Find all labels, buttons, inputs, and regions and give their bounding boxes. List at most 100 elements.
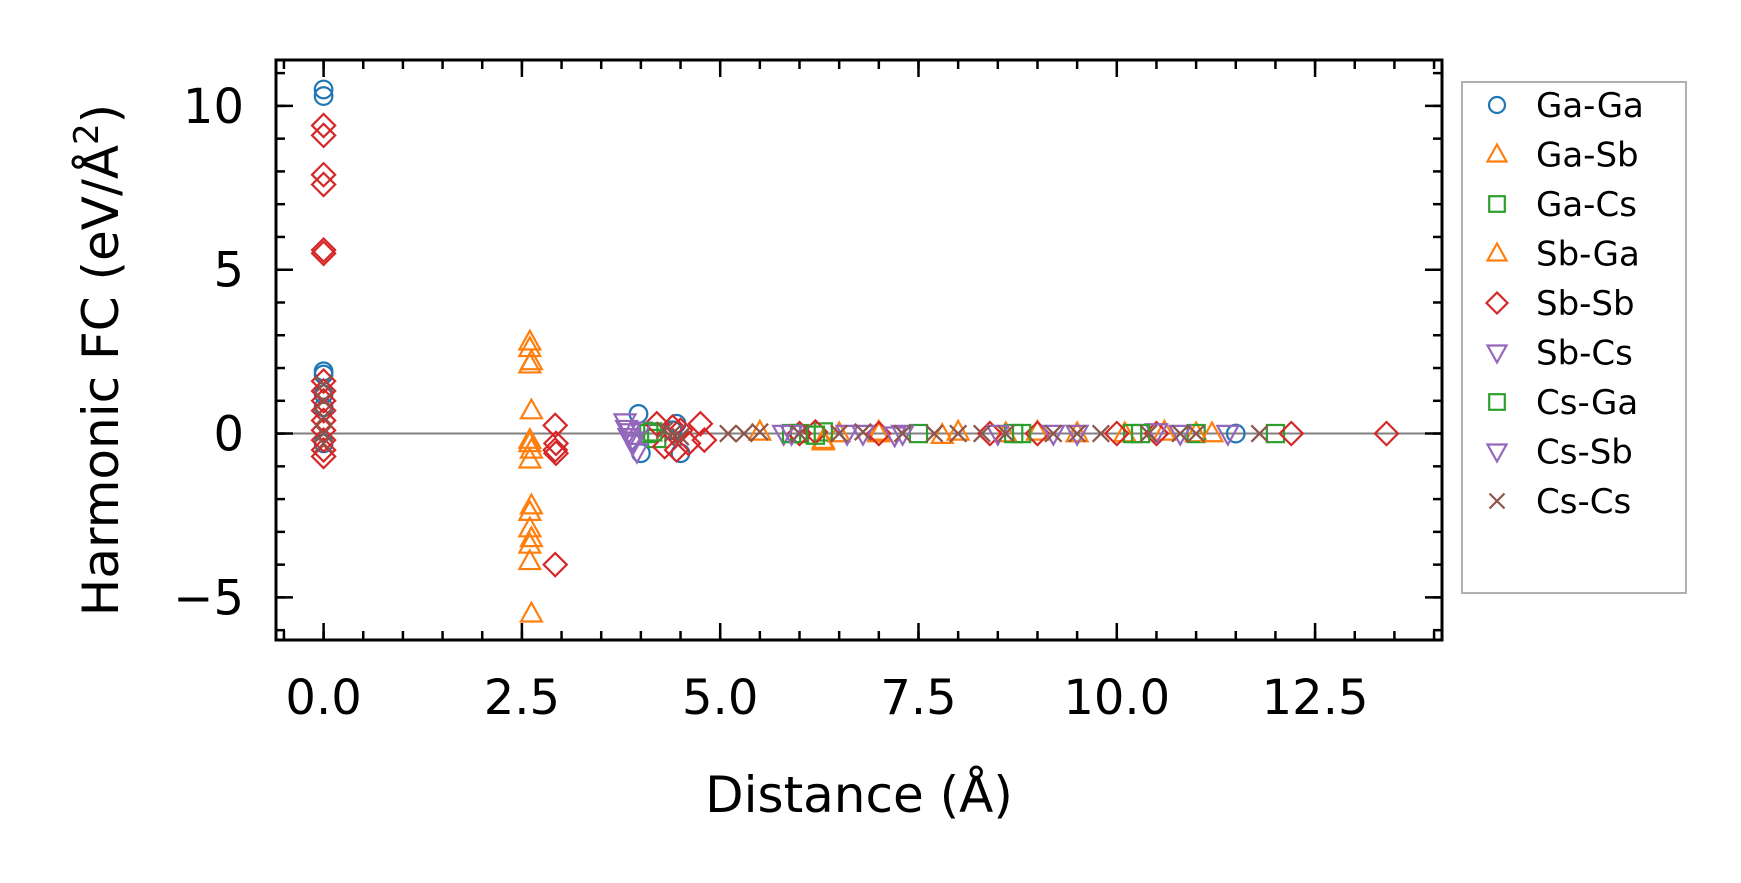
data-point [1373, 420, 1400, 447]
series-ga-sb [517, 328, 1209, 623]
data-point [719, 424, 738, 443]
data-point [890, 424, 915, 447]
legend-marker [1487, 95, 1507, 115]
x-tick-label: 5.0 [682, 670, 758, 726]
legend-label: Sb-Ga [1536, 235, 1640, 275]
y-axis-label-superscript: 2 [67, 123, 107, 145]
data-point [671, 427, 690, 446]
data-point [517, 328, 543, 351]
legend-item-sb-sb: Sb-Sb [1484, 284, 1635, 324]
legend-label: Cs-Ga [1536, 383, 1638, 423]
y-tick-label: 5 [213, 243, 244, 299]
major-ticks [276, 60, 1442, 640]
data-point [1011, 423, 1032, 444]
data-point [1199, 420, 1225, 443]
y-tick-labels: −5 0 5 10 [173, 79, 244, 627]
data-point [1278, 420, 1305, 447]
data-point [853, 422, 872, 441]
data-point [790, 424, 809, 443]
legend-marker [1485, 142, 1509, 163]
data-point [1068, 424, 1087, 443]
data-point [1044, 424, 1063, 443]
y-axis-label-base: Harmonic FC (eV/Å [72, 145, 130, 616]
data-point [945, 418, 971, 441]
data-point [517, 446, 543, 469]
legend-marker [1488, 195, 1506, 213]
data-point [929, 421, 955, 444]
legend-marker [1488, 393, 1506, 411]
data-point [996, 424, 1015, 443]
data-point [1064, 424, 1090, 447]
data-point [314, 434, 333, 453]
data-point [1152, 418, 1177, 441]
data-point [1171, 424, 1190, 443]
data-point [805, 425, 826, 445]
legend-label: Cs-Cs [1536, 482, 1631, 522]
data-point [1064, 420, 1090, 443]
data-point [310, 387, 337, 414]
data-point [830, 424, 849, 443]
data-point [647, 428, 667, 449]
data-point [310, 407, 337, 434]
data-point [313, 79, 334, 100]
data-point [517, 335, 543, 358]
data-point [310, 397, 337, 424]
legend-item-ga-sb: Ga-Sb [1485, 136, 1639, 176]
data-point [1091, 424, 1110, 443]
data-point [517, 498, 543, 522]
data-point [1250, 424, 1269, 443]
data-point [517, 430, 543, 453]
data-point [1265, 423, 1286, 444]
data-point [734, 424, 754, 443]
data-point [1139, 424, 1158, 443]
y-tick-label: 0 [213, 407, 244, 463]
data-point [310, 436, 337, 464]
legend-items: Ga-Ga Ga-Sb Ga-Cs Sb-Ga Sb-Sb Sb-Cs Cs-Ga Cs-Sb… [1484, 86, 1644, 522]
data-point [866, 420, 892, 443]
data-point [850, 424, 876, 447]
data-point [687, 410, 714, 437]
data-point [826, 420, 852, 443]
data-point [310, 377, 337, 405]
data-point [517, 426, 543, 449]
data-point [976, 420, 1003, 447]
x-tick-label: 12.5 [1262, 670, 1369, 726]
data-point [313, 86, 334, 106]
legend-marker [1485, 443, 1509, 464]
legend-item-sb-cs: Sb-Cs [1485, 334, 1633, 374]
x-tick-label: 0.0 [285, 670, 361, 726]
data-point [542, 436, 569, 464]
legend-item-cs-sb: Cs-Sb [1485, 433, 1633, 473]
data-point [747, 418, 773, 441]
data-point [1215, 424, 1241, 447]
legend-marker [1484, 290, 1510, 316]
legend-item-ga-ga: Ga-Ga [1487, 86, 1644, 126]
legend-marker [1485, 241, 1509, 262]
data-point [314, 391, 333, 410]
data-point [750, 422, 769, 441]
x-tick-label: 7.5 [880, 670, 956, 726]
data-point [517, 515, 543, 538]
legend-label: Cs-Sb [1536, 433, 1633, 473]
y-tick-label: 10 [183, 79, 244, 135]
legend-item-sb-ga: Sb-Ga [1485, 235, 1640, 275]
series-cs-cs [314, 375, 1269, 453]
data-markers [310, 79, 1400, 623]
data-point [1187, 424, 1206, 443]
data-point [519, 525, 544, 548]
data-point [643, 410, 670, 437]
data-point [310, 240, 337, 267]
data-point [310, 112, 337, 139]
data-point [949, 424, 968, 443]
x-tick-labels: 0.0 2.5 5.0 7.5 10.0 12.5 [285, 670, 1368, 726]
data-point [925, 424, 944, 443]
legend-box [1461, 81, 1687, 594]
data-point [1103, 420, 1130, 447]
data-point [310, 161, 337, 188]
data-point [519, 397, 544, 420]
legend-marker [1488, 492, 1506, 510]
y-axis-label-close: ) [72, 104, 130, 124]
x-axis-label: Distance (Å) [705, 766, 1013, 824]
legend-item-cs-ga: Cs-Ga [1488, 383, 1638, 423]
